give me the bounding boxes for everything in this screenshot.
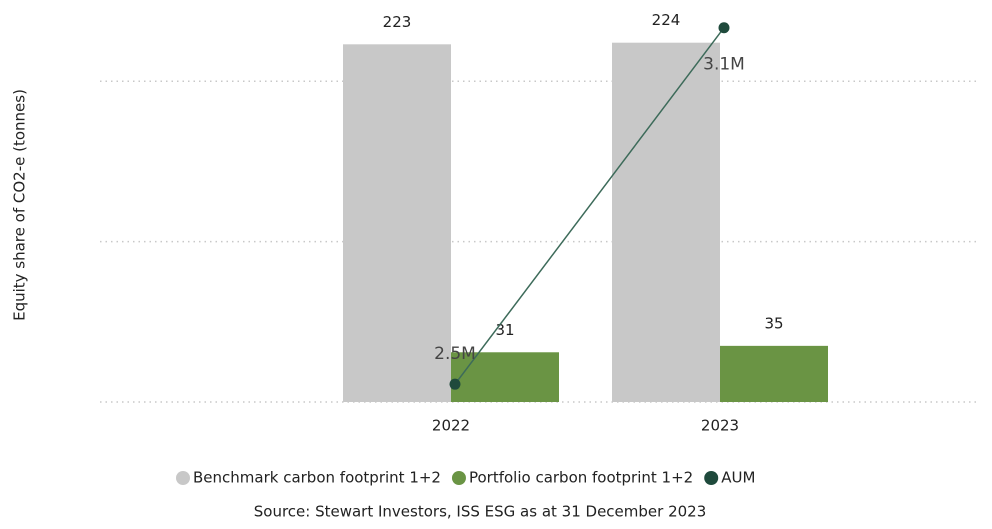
data-label: 31 [495, 321, 514, 339]
bar [720, 345, 828, 402]
source-note: Source: Stewart Investors, ISS ESG as at… [254, 503, 707, 521]
data-label: 35 [764, 314, 783, 332]
legend-label: Portfolio carbon footprint 1+2 [469, 469, 693, 487]
aum-point [718, 22, 730, 34]
bar [451, 352, 559, 402]
bar [612, 42, 720, 402]
bar [343, 44, 451, 403]
x-tick-label: 2023 [701, 417, 739, 435]
legend-label: Benchmark carbon footprint 1+2 [193, 469, 441, 487]
legend-swatch [704, 471, 719, 485]
aum-point [449, 378, 461, 390]
x-tick-label: 2022 [432, 417, 470, 435]
data-label: 223 [383, 13, 412, 31]
aum-label: 3.1M [703, 55, 745, 75]
data-label: 224 [652, 11, 681, 29]
legend-swatch [451, 471, 466, 485]
aum-line [454, 27, 725, 385]
y-axis-label: Equity share of CO2-e (tonnes) [11, 89, 29, 321]
legend-label: AUM [721, 469, 755, 487]
legend-swatch [176, 471, 190, 485]
aum-label: 2.5M [434, 344, 476, 364]
